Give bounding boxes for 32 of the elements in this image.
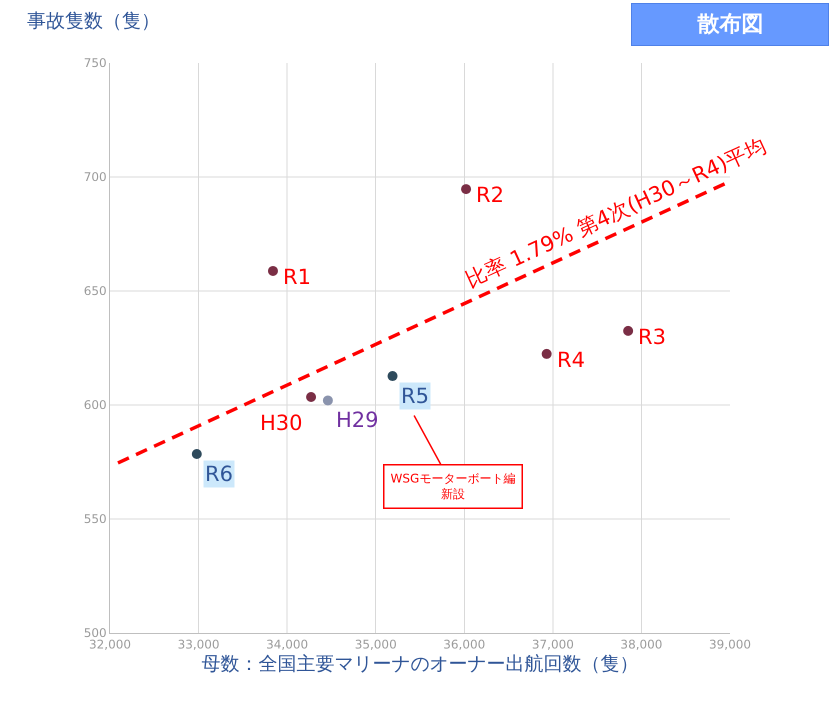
x-tick-label: 38,000 bbox=[620, 637, 662, 652]
x-tick-label: 35,000 bbox=[354, 637, 397, 652]
x-tick-label: 33,000 bbox=[178, 637, 220, 652]
data-label: R3 bbox=[638, 325, 666, 349]
y-tick-label: 750 bbox=[84, 56, 107, 70]
point bbox=[461, 184, 472, 194]
point bbox=[322, 395, 333, 406]
data-label: R5 bbox=[401, 384, 429, 408]
x-tick-label: 37,000 bbox=[532, 637, 574, 652]
y-axis-title: 事故隻数（隻） bbox=[27, 10, 160, 32]
y-tick-label: 600 bbox=[84, 398, 107, 412]
text: 散布図 bbox=[696, 12, 764, 37]
data-label: H30 bbox=[260, 411, 303, 435]
data-label: R2 bbox=[476, 183, 504, 207]
y-tick-label: 700 bbox=[84, 170, 107, 184]
y-tick-label: 650 bbox=[84, 284, 107, 298]
point bbox=[268, 266, 278, 276]
x-axis-title: 母数：全国主要マリーナのオーナー出航回数（隻） bbox=[202, 653, 638, 676]
point bbox=[623, 326, 634, 336]
x-tick-label: 34,000 bbox=[266, 637, 308, 652]
point bbox=[192, 449, 202, 460]
y-tick-label: 550 bbox=[84, 512, 107, 526]
data-label: H29 bbox=[336, 408, 379, 432]
data-label: R1 bbox=[283, 265, 311, 289]
point bbox=[542, 348, 552, 359]
x-tick-label: 39,000 bbox=[709, 637, 751, 652]
annotation: WSGモーターボート編新設 bbox=[390, 472, 516, 502]
point bbox=[306, 392, 316, 402]
x-tick-label: 36,000 bbox=[443, 637, 486, 652]
point bbox=[388, 371, 398, 382]
data-label: R4 bbox=[557, 348, 585, 372]
data-label: R6 bbox=[205, 462, 233, 486]
